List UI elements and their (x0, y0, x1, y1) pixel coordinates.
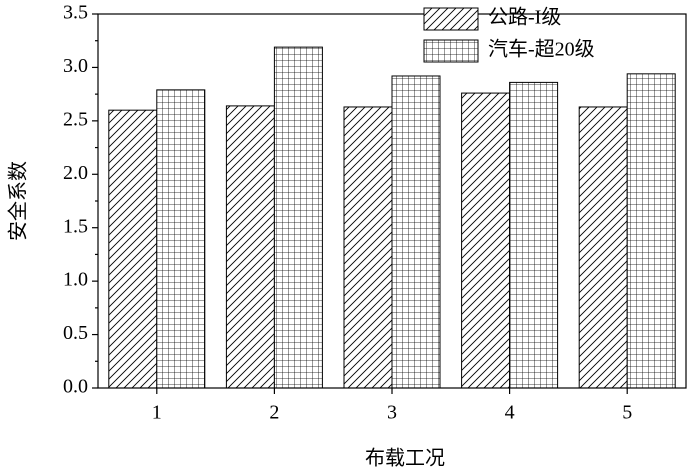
y-axis-title: 安全系数 (7, 161, 30, 241)
y-tick-label: 1.5 (63, 215, 88, 237)
y-tick-label: 0.0 (63, 376, 88, 398)
plot-frame (97, 13, 687, 389)
x-tick-label: 1 (152, 402, 162, 424)
legend-label: 汽车-超20级 (488, 38, 595, 61)
y-tick-label: 0.5 (63, 322, 88, 344)
bar (461, 92, 511, 389)
bar (156, 89, 206, 389)
bar (509, 81, 559, 389)
bar (273, 46, 323, 389)
y-tick-label: 2.0 (63, 162, 88, 184)
x-axis-title: 布载工况 (365, 447, 445, 470)
legend-label: 公路-I级 (488, 6, 561, 29)
legend-swatch (423, 7, 479, 31)
x-tick-label: 5 (622, 402, 632, 424)
bar (343, 106, 393, 389)
y-tick-label: 3.0 (63, 55, 88, 77)
bar (391, 75, 441, 389)
bar (108, 109, 158, 389)
bar (578, 106, 628, 389)
legend-swatch (423, 39, 479, 63)
bar (225, 105, 275, 389)
y-tick-label: 1.0 (63, 269, 88, 291)
x-tick-label: 4 (505, 402, 515, 424)
y-tick-label: 3.5 (63, 2, 88, 24)
y-tick-label: 2.5 (63, 108, 88, 130)
bar (626, 73, 676, 389)
x-tick-label: 2 (269, 402, 279, 424)
x-tick-label: 3 (387, 402, 397, 424)
